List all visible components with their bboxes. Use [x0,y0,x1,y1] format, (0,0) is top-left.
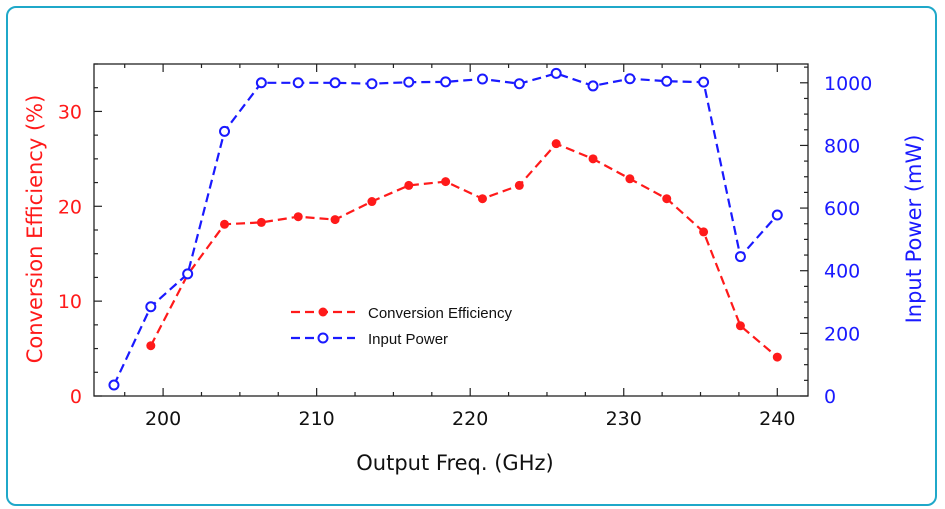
data-point-input-power [329,77,341,89]
y-left-tick-label: 10 [58,291,82,313]
data-point-conversion-efficiency [662,194,672,204]
data-point-input-power [734,251,746,263]
data-point-conversion-efficiency [477,194,487,204]
data-point-conversion-efficiency [367,197,377,207]
x-tick-label: 200 [145,408,181,430]
data-point-input-power [624,73,636,85]
data-point-input-power [366,78,378,90]
y-right-tick-label: 800 [824,135,860,157]
data-point-input-power [108,379,120,391]
series-line-conversion-efficiency [149,142,779,358]
data-point-input-power [550,67,562,79]
data-point-conversion-efficiency [441,177,451,187]
data-point-conversion-efficiency [256,217,266,227]
data-point-input-power [403,76,415,88]
data-point-input-power [476,73,488,85]
data-point-conversion-efficiency [404,180,414,190]
y-right-tick-label: 200 [824,323,860,345]
chart-frame [6,6,937,506]
ticks-layer: 200 210 220 230 240 0 10 20 30 0 200 400 600 800 1000 [58,63,872,430]
legend-label-input-power: Input Power [368,331,448,348]
y-axis-label-left: Conversion Efficiency (%) [23,95,47,364]
data-point-conversion-efficiency [588,154,598,164]
y-right-tick-label: 0 [824,386,836,408]
series-layer [108,67,783,391]
data-point-input-power [182,268,194,280]
y-right-tick-label: 400 [824,261,860,283]
data-point-input-power [219,125,231,137]
x-tick-label: 230 [606,408,642,430]
data-point-input-power [513,78,525,90]
data-point-input-power [440,76,452,88]
data-point-input-power [698,76,710,88]
legend-marker-efficiency [318,307,328,317]
data-point-conversion-efficiency [220,219,230,229]
data-point-input-power [661,75,673,87]
data-point-conversion-efficiency [293,212,303,222]
legend-label-efficiency: Conversion Efficiency [368,305,512,322]
y-left-tick-label: 30 [58,101,82,123]
data-point-input-power [145,301,157,313]
data-point-conversion-efficiency [772,352,782,362]
legend-marker-input-power [317,332,329,344]
data-point-conversion-efficiency [146,341,156,351]
data-point-conversion-efficiency [625,174,635,184]
data-point-conversion-efficiency [514,180,524,190]
data-point-input-power [255,77,267,89]
data-point-input-power [587,80,599,92]
x-tick-label: 220 [452,408,488,430]
x-axis-label: Output Freq. (GHz) [356,451,553,475]
x-tick-label: 240 [759,408,795,430]
y-axis-label-right: Input Power (mW) [902,135,926,324]
data-point-conversion-efficiency [735,321,745,331]
y-right-tick-label: 1000 [824,73,872,95]
y-right-tick-label: 600 [824,198,860,220]
data-point-conversion-efficiency [551,139,561,149]
y-left-tick-label: 0 [70,386,82,408]
legend: Conversion Efficiency Input Power [291,305,512,348]
data-point-input-power [292,77,304,89]
y-left-tick-label: 20 [58,196,82,218]
x-tick-label: 210 [299,408,335,430]
data-point-input-power [771,209,783,221]
data-point-conversion-efficiency [330,215,340,225]
data-point-conversion-efficiency [699,227,709,237]
